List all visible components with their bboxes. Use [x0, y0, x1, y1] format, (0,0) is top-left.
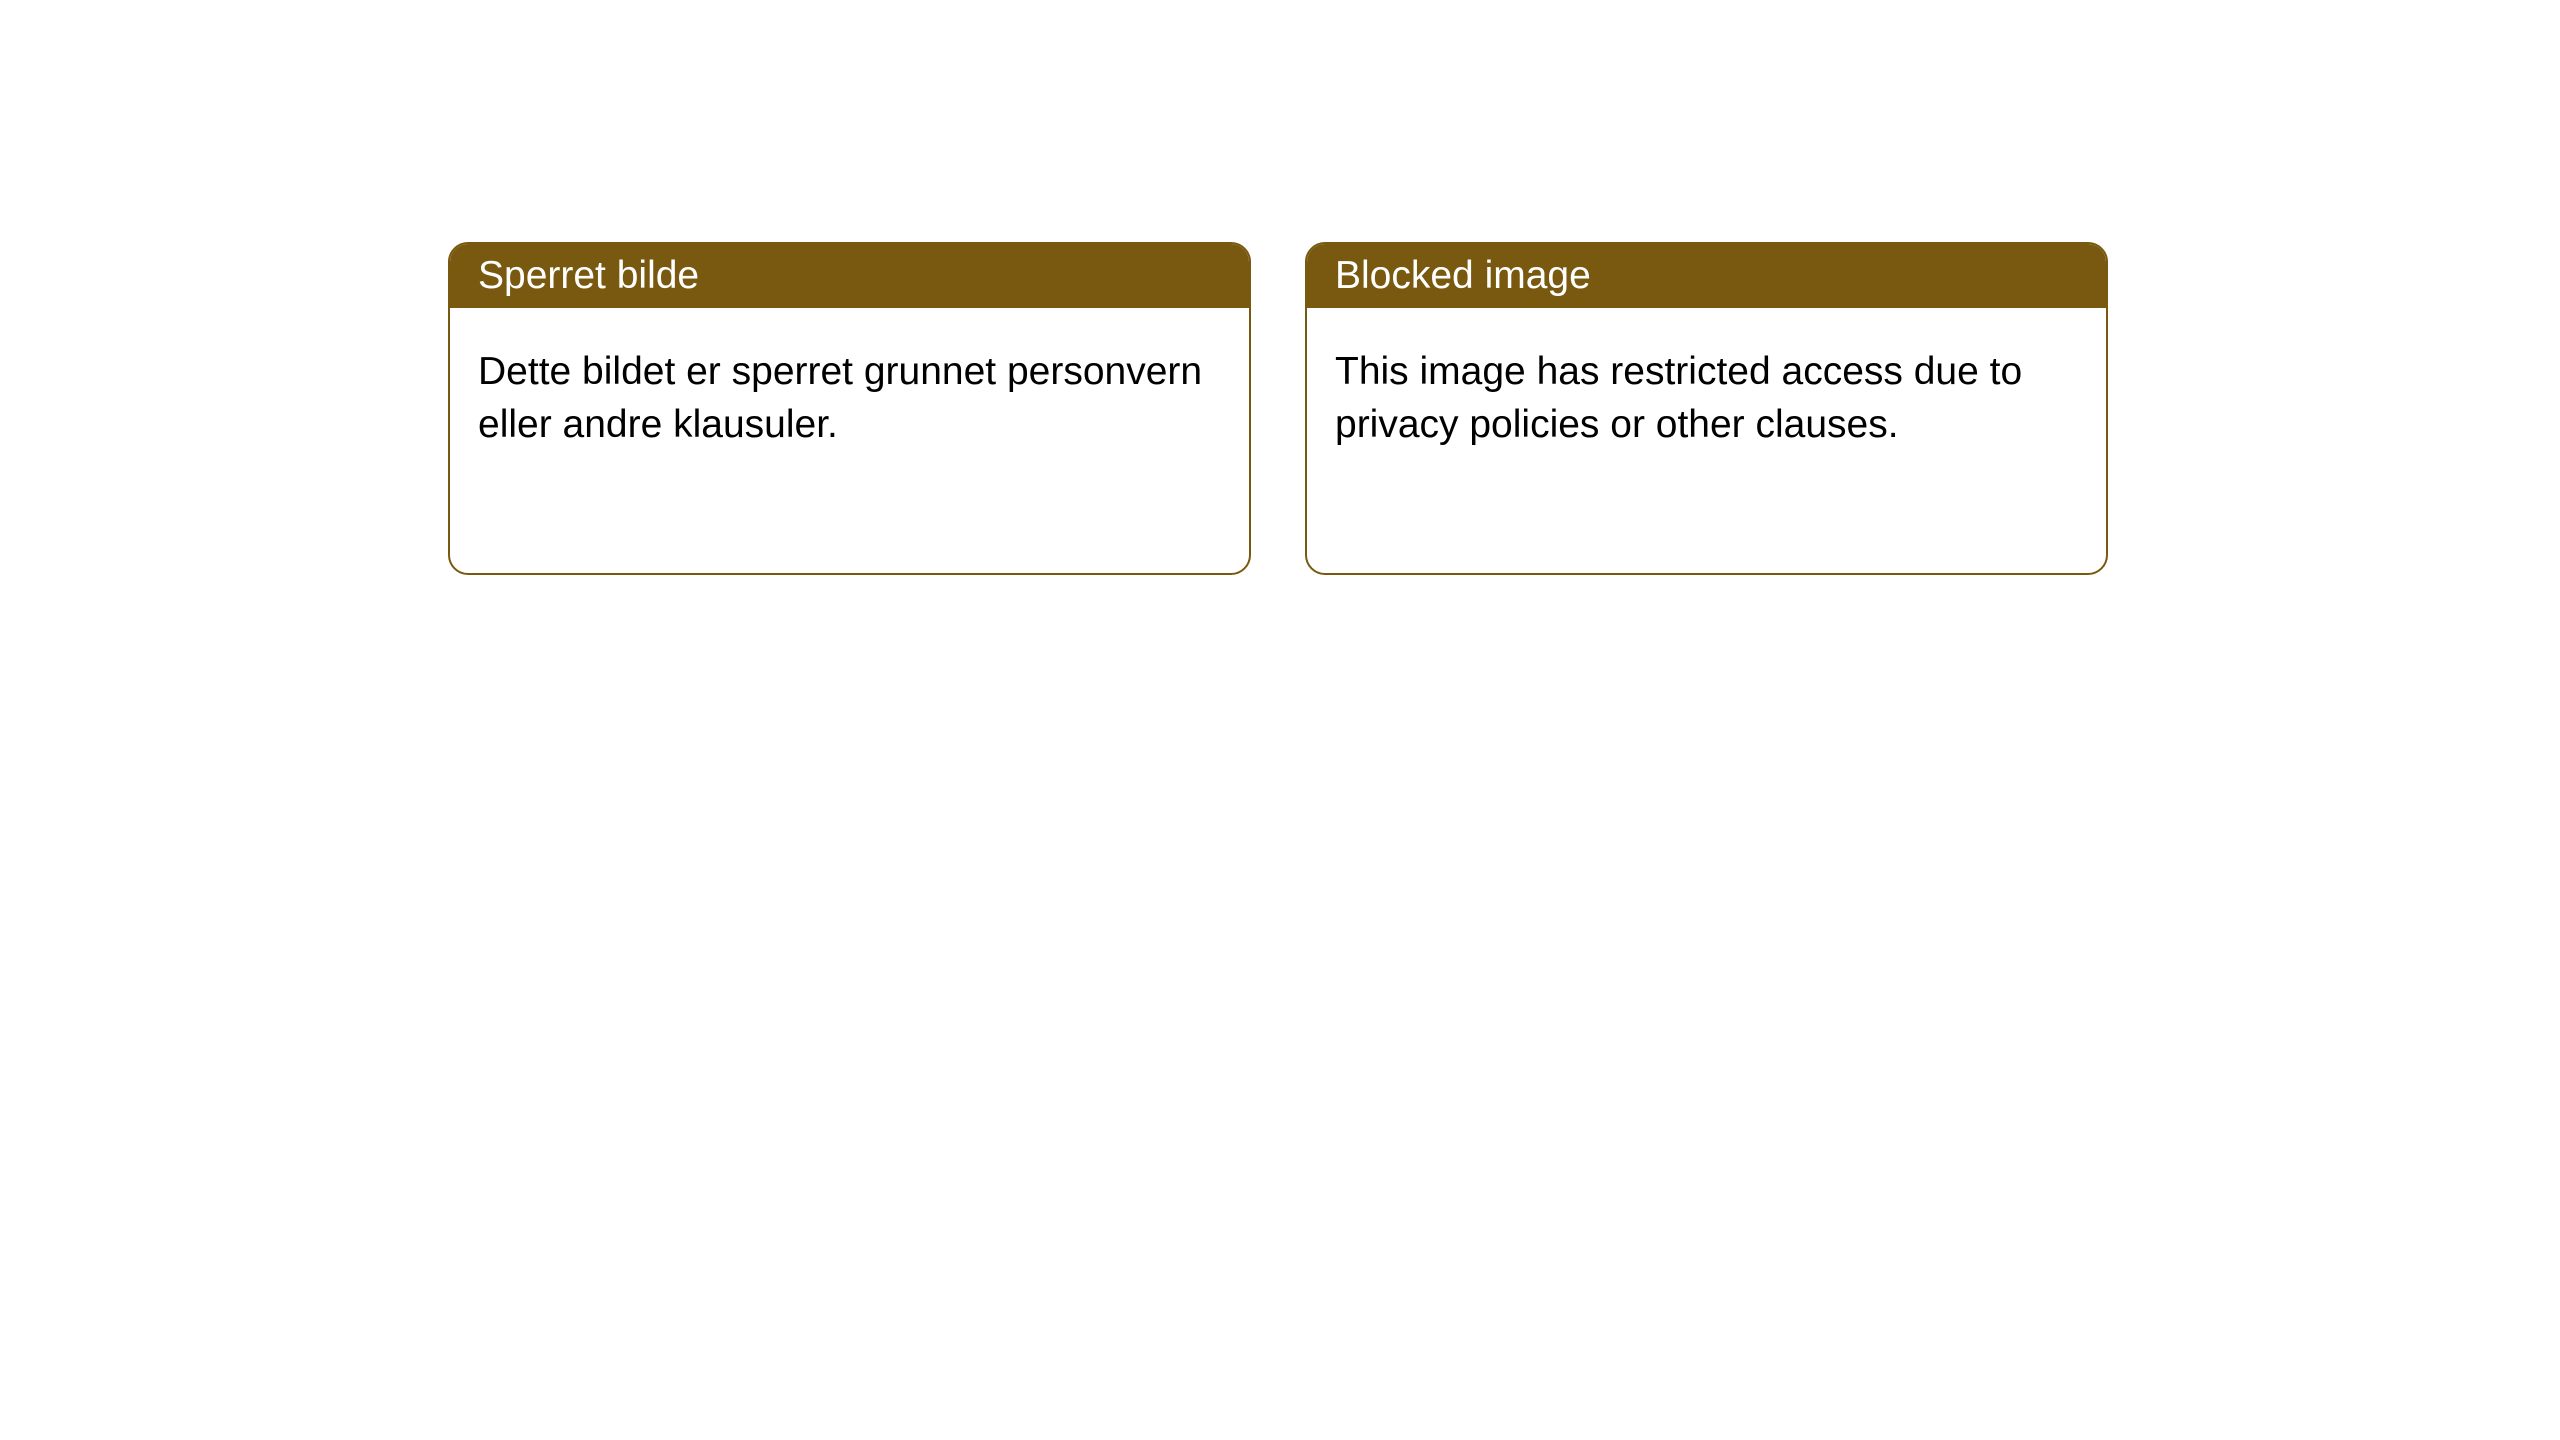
- card-header: Sperret bilde: [450, 244, 1249, 308]
- notice-container: Sperret bilde Dette bildet er sperret gr…: [0, 0, 2560, 575]
- notice-card-norwegian: Sperret bilde Dette bildet er sperret gr…: [448, 242, 1251, 575]
- card-message: Dette bildet er sperret grunnet personve…: [478, 350, 1202, 446]
- notice-card-english: Blocked image This image has restricted …: [1305, 242, 2108, 575]
- card-message: This image has restricted access due to …: [1335, 350, 2022, 446]
- card-body: Dette bildet er sperret grunnet personve…: [450, 308, 1249, 489]
- card-body: This image has restricted access due to …: [1307, 308, 2106, 489]
- card-title: Sperret bilde: [478, 254, 699, 297]
- card-title: Blocked image: [1335, 254, 1591, 297]
- card-header: Blocked image: [1307, 244, 2106, 308]
